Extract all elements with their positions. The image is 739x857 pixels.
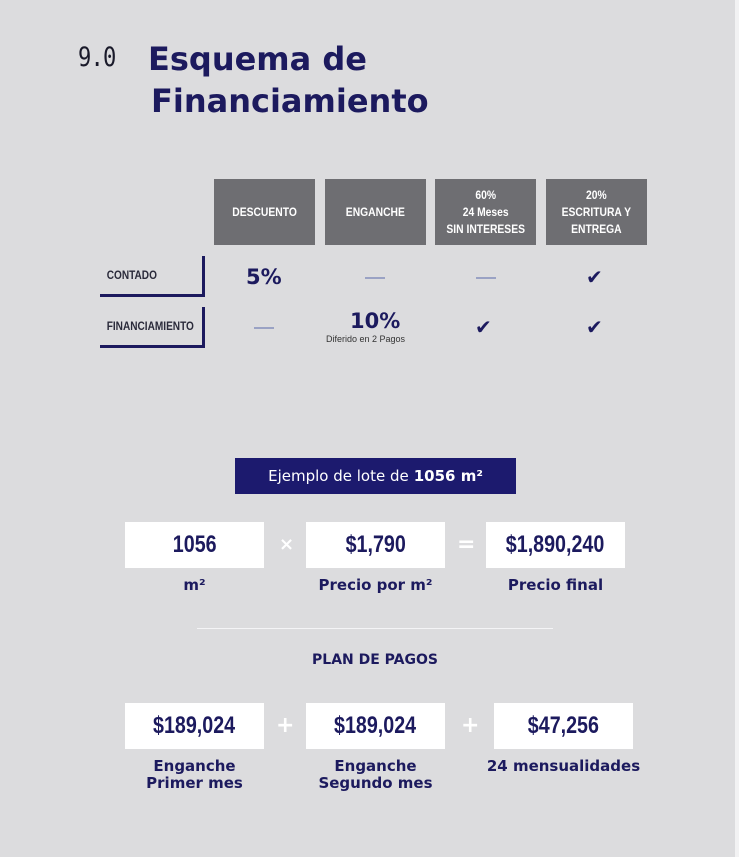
plus-sign-1: + xyxy=(276,713,295,738)
payment-amount-3: $47,256 xyxy=(527,712,600,739)
example-prefix: Ejemplo de lote de xyxy=(268,467,409,485)
page-title: Esquema de Financiamiento xyxy=(148,38,429,122)
row-label-contado-text: CONTADO xyxy=(106,268,157,282)
contado-descuento-value: 5% xyxy=(246,265,282,289)
financiamiento-20-check-icon: ✔ xyxy=(586,315,603,339)
plan-title: PLAN DE PAGOS xyxy=(312,652,438,668)
payment-box-1: $189,024 xyxy=(125,703,264,749)
equals-sign: = xyxy=(457,532,476,557)
header-enganche-text: ENGANCHE xyxy=(345,204,406,219)
price-caption: Precio por m² xyxy=(318,576,433,594)
payment-caption-3: 24 mensualidades xyxy=(474,758,653,775)
payment-box-3: $47,256 xyxy=(494,703,633,749)
price-box: $1,790 xyxy=(306,522,445,568)
payment-caption-2: Enganche Segundo mes xyxy=(296,758,455,792)
contado-enganche-dash xyxy=(365,277,385,279)
payment-caption-1-line-1: Enganche xyxy=(153,757,236,775)
total-caption: Precio final xyxy=(507,576,604,594)
example-banner: Ejemplo de lote de 1056 m² xyxy=(235,458,516,494)
header-20-escritura: 20% ESCRITURA Y ENTREGA xyxy=(546,179,647,245)
total-value: $1,890,240 xyxy=(506,531,605,558)
area-box: 1056 xyxy=(125,522,264,568)
financiamiento-60-check-icon: ✔ xyxy=(475,315,492,339)
example-value: 1056 m² xyxy=(413,467,483,485)
area-value: 1056 xyxy=(172,531,217,558)
title-line-2: Financiamiento xyxy=(151,82,429,120)
divider xyxy=(197,628,553,629)
contado-20-check-icon: ✔ xyxy=(586,265,603,289)
payment-caption-2-line-2: Segundo mes xyxy=(318,774,433,792)
multiply-sign: × xyxy=(279,534,295,555)
row-label-financiamiento-text: FINANCIAMIENTO xyxy=(106,319,194,333)
row-label-financiamiento: FINANCIAMIENTO xyxy=(100,307,205,348)
payment-caption-2-line-1: Enganche xyxy=(334,757,417,775)
header-20-text: 20% ESCRITURA Y ENTREGA xyxy=(561,187,632,236)
plus-sign-2: + xyxy=(461,713,480,738)
page-edge xyxy=(735,0,739,857)
header-enganche: ENGANCHE xyxy=(325,179,426,245)
header-60-text: 60% 24 Meses SIN INTERESES xyxy=(446,187,525,236)
header-descuento: DESCUENTO xyxy=(214,179,315,245)
payment-caption-1-line-2: Primer mes xyxy=(146,774,243,792)
title-line-1: Esquema de xyxy=(148,40,367,78)
financiamiento-enganche-value: 10% xyxy=(350,309,401,333)
total-box: $1,890,240 xyxy=(486,522,625,568)
payment-caption-1: Enganche Primer mes xyxy=(115,758,274,792)
area-caption: m² xyxy=(183,576,206,594)
payment-amount-2: $189,024 xyxy=(334,712,417,739)
contado-60-dash xyxy=(476,277,496,279)
payment-caption-3-line-1: 24 mensualidades xyxy=(486,757,641,775)
payment-amount-1: $189,024 xyxy=(153,712,236,739)
row-label-contado: CONTADO xyxy=(100,256,205,297)
payment-box-2: $189,024 xyxy=(306,703,445,749)
header-descuento-text: DESCUENTO xyxy=(232,204,297,219)
financiamiento-descuento-dash xyxy=(254,327,274,329)
section-number: 9.0 xyxy=(78,42,116,73)
header-60-24-meses: 60% 24 Meses SIN INTERESES xyxy=(435,179,536,245)
price-value: $1,790 xyxy=(345,531,406,558)
financiamiento-enganche-note: Diferido en 2 Pagos xyxy=(326,334,406,344)
